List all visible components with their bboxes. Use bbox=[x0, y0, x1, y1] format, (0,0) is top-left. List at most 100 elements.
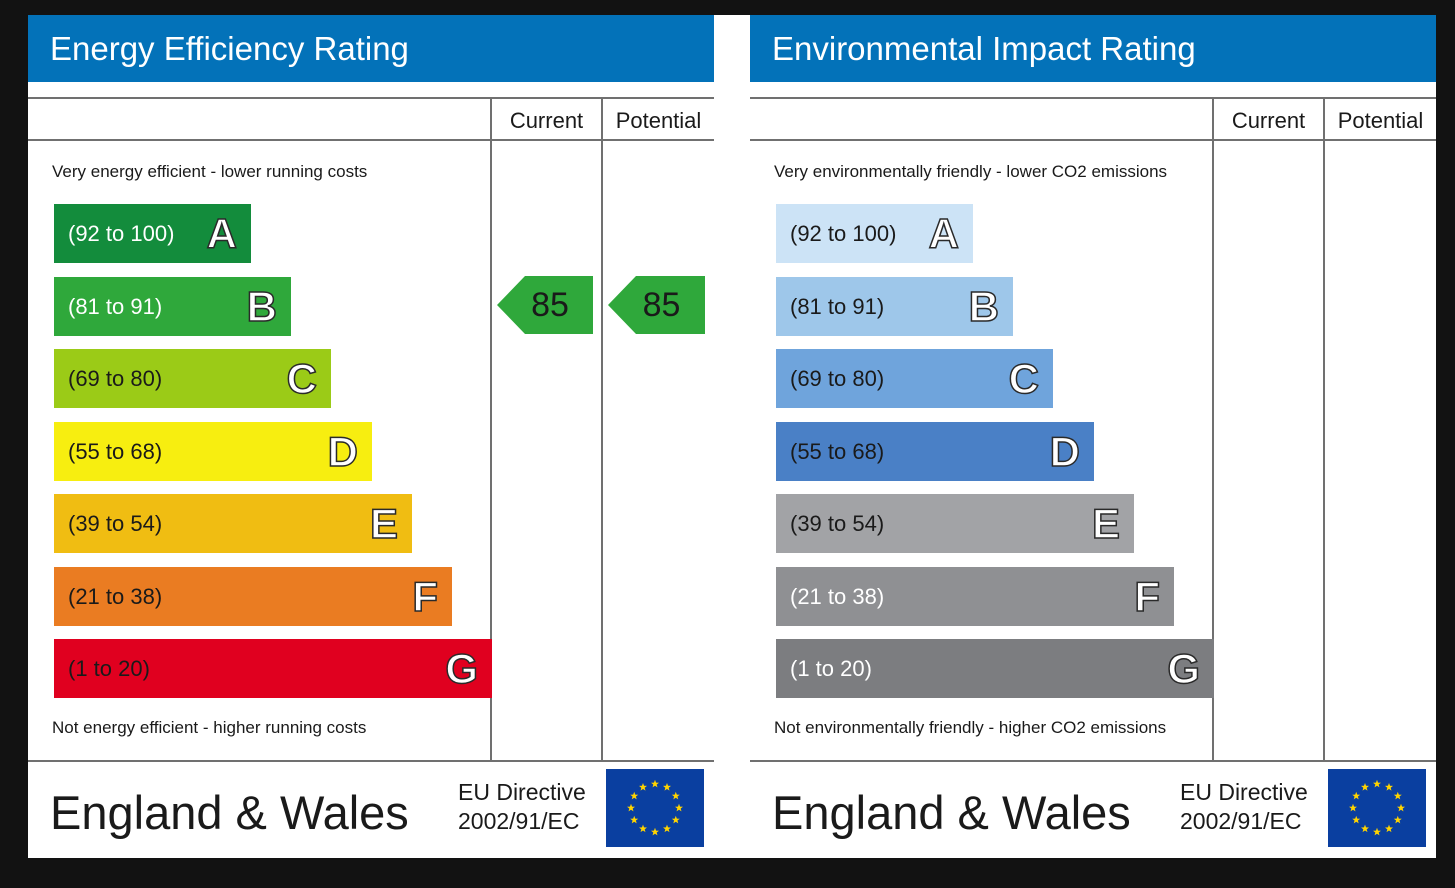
band-range: (39 to 54) bbox=[68, 511, 163, 536]
eu-star-icon bbox=[1361, 824, 1369, 833]
divider bbox=[750, 97, 1436, 99]
eu-star-icon bbox=[1393, 815, 1402, 824]
band-letter: E bbox=[369, 499, 399, 548]
eu-star-icon bbox=[630, 815, 639, 824]
potential-rating-arrow: 85 bbox=[608, 276, 705, 334]
eu-flag-icon bbox=[606, 769, 704, 847]
divider bbox=[750, 139, 1436, 141]
eu-star-icon bbox=[1385, 783, 1393, 791]
potential-column-header: Potential bbox=[615, 108, 702, 133]
directive-line: EU Directive bbox=[458, 779, 586, 805]
band-letter: C bbox=[1008, 354, 1040, 403]
eu-flag-icon bbox=[1328, 769, 1426, 847]
band-range: (81 to 91) bbox=[790, 293, 885, 319]
current-rating-arrow: 85 bbox=[497, 276, 593, 334]
band-letter: F bbox=[412, 572, 439, 621]
panel-title: Energy Efficiency Rating bbox=[28, 15, 714, 82]
eu-star-icon bbox=[663, 824, 671, 833]
band-letter: B bbox=[968, 282, 1000, 331]
band-range: (1 to 20) bbox=[68, 656, 150, 681]
band-letter: A bbox=[206, 209, 238, 258]
band-letter: A bbox=[928, 209, 960, 258]
eu-star-icon bbox=[1361, 783, 1369, 791]
footer-directive: EU Directive 2002/91/EC bbox=[1180, 778, 1308, 836]
band-letter: D bbox=[327, 427, 359, 476]
rating-band-e: (39 to 54) E bbox=[54, 494, 412, 553]
panel-title: Environmental Impact Rating bbox=[750, 15, 1436, 82]
band-range: (1 to 20) bbox=[790, 656, 872, 681]
bottom-note: Not environmentally friendly - higher CO… bbox=[774, 718, 1167, 737]
rating-band-b: (81 to 91) B bbox=[776, 276, 1013, 336]
eu-star-icon bbox=[675, 803, 683, 812]
top-note: Very environmentally friendly - lower CO… bbox=[774, 162, 1168, 181]
band-range: (39 to 54) bbox=[790, 511, 885, 536]
band-letter: F bbox=[1134, 572, 1161, 621]
footer-country: England & Wales bbox=[50, 786, 409, 839]
band-range: (69 to 80) bbox=[790, 366, 885, 391]
divider bbox=[28, 760, 714, 762]
band-letter: B bbox=[246, 282, 278, 331]
rating-band-e: (39 to 54) E bbox=[776, 494, 1134, 553]
energy-efficiency-panel: Energy Efficiency Rating Current Potenti… bbox=[28, 15, 714, 858]
eu-star-icon bbox=[627, 803, 635, 812]
column-divider bbox=[1212, 97, 1214, 760]
eu-star-icon bbox=[651, 827, 659, 836]
eu-star-icon bbox=[639, 783, 647, 791]
band-letter: G bbox=[1167, 644, 1201, 693]
footer-country: England & Wales bbox=[772, 786, 1131, 839]
eu-star-icon bbox=[671, 815, 680, 824]
eu-star-icon bbox=[1352, 815, 1361, 824]
band-range: (92 to 100) bbox=[790, 221, 897, 246]
band-letter: C bbox=[286, 354, 318, 403]
footer-directive: EU Directive 2002/91/EC bbox=[458, 778, 586, 836]
column-divider bbox=[601, 97, 603, 760]
column-divider bbox=[490, 97, 492, 760]
eu-star-icon bbox=[1373, 827, 1381, 836]
eu-star-icon bbox=[651, 779, 659, 788]
rating-band-g: (1 to 20) G bbox=[776, 639, 1214, 698]
band-range: (69 to 80) bbox=[68, 366, 163, 391]
rating-band-b: (81 to 91) B bbox=[54, 276, 291, 336]
rating-band-d: (55 to 68) D bbox=[776, 421, 1094, 481]
eu-star-icon bbox=[1349, 803, 1357, 812]
band-range: (81 to 91) bbox=[68, 293, 163, 319]
top-note: Very energy efficient - lower running co… bbox=[52, 162, 368, 181]
rating-band-c: (69 to 80) C bbox=[54, 349, 331, 408]
current-rating-value: 85 bbox=[531, 286, 569, 324]
divider bbox=[28, 139, 714, 141]
directive-line: 2002/91/EC bbox=[1180, 808, 1302, 834]
rating-band-f: (21 to 38) F bbox=[54, 566, 452, 626]
arrow-shape bbox=[497, 276, 593, 334]
band-letter: G bbox=[445, 644, 479, 693]
eu-star-icon bbox=[1373, 779, 1381, 788]
directive-line: EU Directive bbox=[1180, 779, 1308, 805]
eu-star-icon bbox=[1397, 803, 1405, 812]
eu-star-icon bbox=[671, 791, 680, 800]
column-divider bbox=[1323, 97, 1325, 760]
rating-band-a: (92 to 100) A bbox=[776, 204, 973, 263]
divider bbox=[750, 760, 1436, 762]
band-range: (55 to 68) bbox=[68, 438, 163, 464]
band-letter: D bbox=[1049, 427, 1081, 476]
current-column-header: Current bbox=[509, 108, 584, 133]
band-letter: E bbox=[1091, 499, 1121, 548]
directive-line: 2002/91/EC bbox=[458, 808, 580, 834]
bottom-note: Not energy efficient - higher running co… bbox=[52, 718, 367, 737]
current-column-header: Current bbox=[1231, 108, 1306, 133]
environmental-impact-panel: Environmental Impact Rating Current Pote… bbox=[750, 15, 1436, 858]
potential-column-header: Potential bbox=[1337, 108, 1424, 133]
band-range: (55 to 68) bbox=[790, 438, 885, 464]
divider bbox=[28, 97, 714, 99]
arrow-shape bbox=[608, 276, 705, 334]
eu-star-icon bbox=[1393, 791, 1402, 800]
rating-band-f: (21 to 38) F bbox=[776, 566, 1174, 626]
eu-star-icon bbox=[1352, 791, 1361, 800]
rating-band-a: (92 to 100) A bbox=[54, 204, 251, 263]
eu-star-icon bbox=[663, 783, 671, 791]
band-range: (21 to 38) bbox=[68, 583, 163, 609]
rating-band-d: (55 to 68) D bbox=[54, 421, 372, 481]
eu-star-icon bbox=[1385, 824, 1393, 833]
band-range: (92 to 100) bbox=[68, 221, 175, 246]
rating-band-g: (1 to 20) G bbox=[54, 639, 492, 698]
eu-star-icon bbox=[630, 791, 639, 800]
